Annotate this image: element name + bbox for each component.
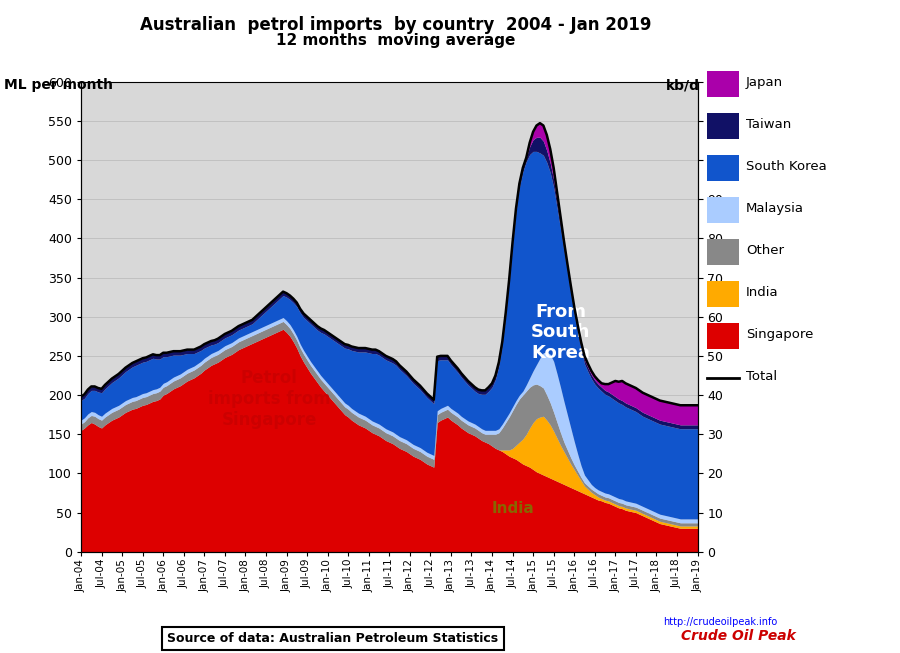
FancyBboxPatch shape: [706, 323, 739, 349]
Text: Petrol
imports from
Singapore: Petrol imports from Singapore: [208, 369, 330, 429]
Text: Singapore: Singapore: [746, 328, 814, 341]
FancyBboxPatch shape: [706, 239, 739, 265]
FancyBboxPatch shape: [706, 71, 739, 97]
FancyBboxPatch shape: [706, 113, 739, 138]
Text: 12 months  moving average: 12 months moving average: [276, 33, 516, 48]
Text: Source of data: Australian Petroleum Statistics: Source of data: Australian Petroleum Sta…: [167, 632, 499, 645]
Text: Total: Total: [746, 370, 778, 383]
Text: Other: Other: [746, 244, 784, 257]
Text: From
South
Korea: From South Korea: [531, 302, 590, 362]
Text: kb/d: kb/d: [666, 78, 700, 92]
Text: Crude Oil Peak: Crude Oil Peak: [680, 629, 796, 643]
FancyBboxPatch shape: [706, 281, 739, 307]
Text: Japan: Japan: [746, 76, 783, 89]
Text: South Korea: South Korea: [746, 159, 827, 172]
Text: Australian  petrol imports  by country  2004 - Jan 2019: Australian petrol imports by country 200…: [140, 16, 652, 35]
Text: Taiwan: Taiwan: [746, 118, 791, 131]
Text: Malaysia: Malaysia: [746, 202, 804, 215]
Text: http://crudeoilpeak.info: http://crudeoilpeak.info: [663, 617, 777, 627]
FancyBboxPatch shape: [706, 197, 739, 223]
Text: India: India: [491, 502, 534, 516]
Text: India: India: [746, 286, 778, 299]
FancyBboxPatch shape: [706, 155, 739, 181]
Text: ML per month: ML per month: [4, 78, 113, 92]
